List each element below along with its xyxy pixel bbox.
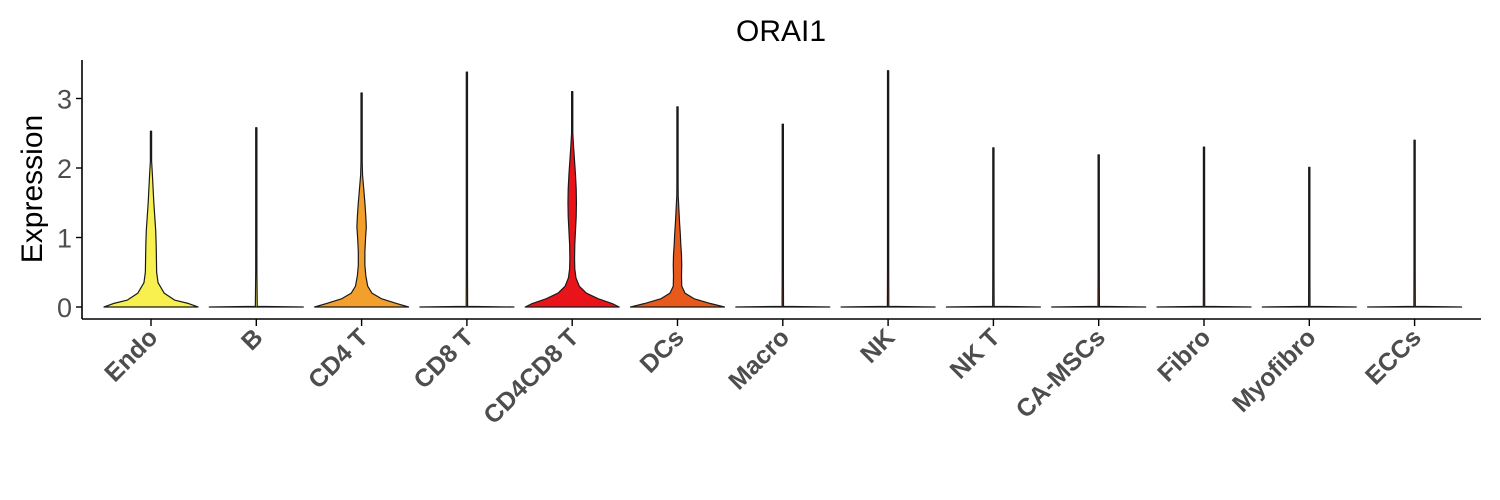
violin-nk-t xyxy=(945,147,1041,308)
violin-myofibro xyxy=(1261,166,1357,308)
x-axis: Endo B CD4 T CD8 T CD4CD8 T DCs Macro NK NK T CA-… xyxy=(82,318,1481,430)
y-tick-label: 2 xyxy=(57,154,72,184)
chart-title: ORAI1 xyxy=(736,15,826,48)
violin-fibro xyxy=(1156,146,1252,308)
y-axis: 0 1 2 3 xyxy=(57,60,83,323)
violin-cd4cd8-t xyxy=(524,90,620,308)
x-tick-label: Fibro xyxy=(1152,323,1216,387)
violin-b xyxy=(208,127,304,308)
violin-endo xyxy=(103,130,199,308)
x-tick-label: CD4CD8 T xyxy=(478,323,584,429)
violin-ca-mscs xyxy=(1051,154,1147,308)
y-tick-label: 0 xyxy=(57,293,72,323)
x-tick-label: B xyxy=(236,323,269,356)
violin-cd8-t xyxy=(419,71,515,308)
y-axis-label: Expression xyxy=(16,115,49,263)
x-tick-label: DCs xyxy=(635,323,690,378)
violin-eccs xyxy=(1367,139,1463,308)
y-tick-label: 1 xyxy=(57,224,72,254)
x-tick-label: NK T xyxy=(945,323,1006,384)
violin-macro xyxy=(735,123,831,308)
x-tick-label: CA-MSCs xyxy=(1011,323,1111,423)
y-tick-label: 3 xyxy=(57,85,72,115)
violin-cd4-t xyxy=(314,92,410,308)
violin-nk xyxy=(840,70,936,308)
x-tick-label: CD8 T xyxy=(408,323,479,394)
x-tick-label: Endo xyxy=(99,323,163,387)
x-tick-label: CD4 T xyxy=(303,323,374,394)
x-tick-label: Macro xyxy=(723,323,795,395)
x-tick-label: Myofibro xyxy=(1227,323,1321,417)
violin-group xyxy=(103,70,1463,308)
x-tick-label: ECCs xyxy=(1360,323,1427,390)
x-tick-label: NK xyxy=(855,323,900,368)
violin-dcs xyxy=(629,106,726,308)
